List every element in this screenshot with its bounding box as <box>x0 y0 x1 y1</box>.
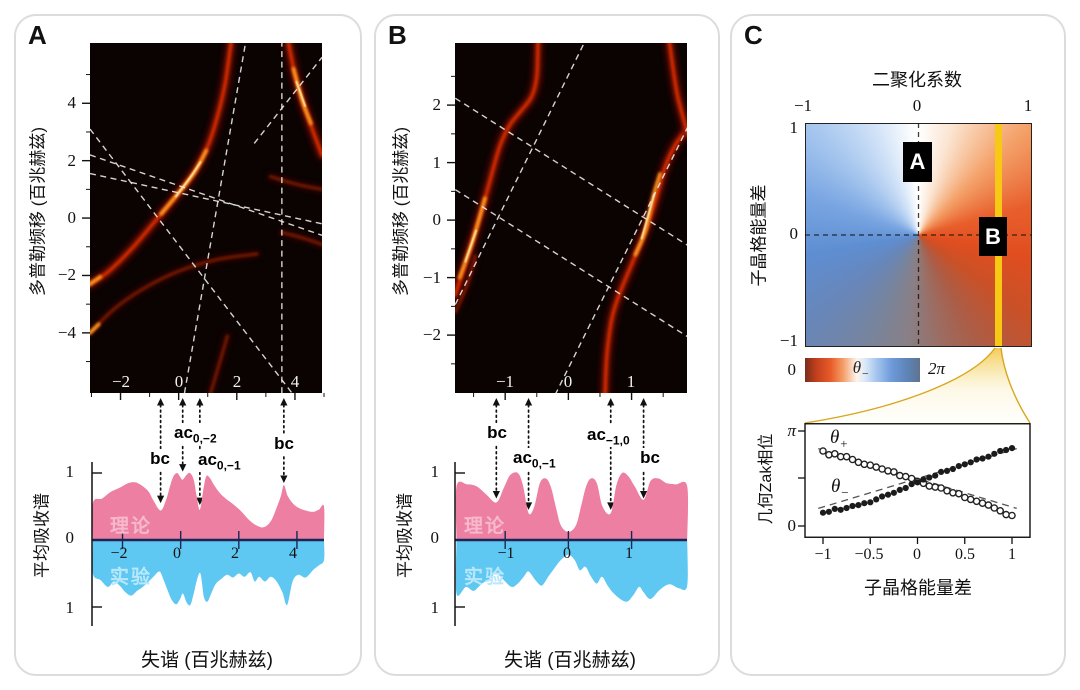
annotation-ac-10: ac−1,0 <box>585 425 632 448</box>
annotation-bc: bc <box>266 434 302 457</box>
spectrum-b-xtick: 0 <box>563 545 571 562</box>
heatmap-b-ytick: 2 <box>432 95 442 114</box>
spectrum-b-ytick: 1 <box>430 598 440 617</box>
scatter-ytick-pi: π <box>787 421 796 440</box>
phase-map-xtick: 1 <box>1023 96 1033 115</box>
colorbar-symbol: θ− <box>841 358 881 381</box>
panel-c-label: C <box>744 20 763 50</box>
heatmap-b-ylabel: 多普勒频移 (百兆赫兹) <box>391 126 411 297</box>
marker-b: B <box>979 217 1007 256</box>
spectrum-b-xtick: −1 <box>497 545 515 562</box>
phase-map-ytick: −1 <box>779 331 798 350</box>
experiment-label-a: 实验 <box>109 567 152 588</box>
spectrum-b-xlabel: 失谐 (百兆赫兹) <box>504 650 636 671</box>
annotation-text: bc <box>150 449 170 468</box>
colorbar-max: 2π <box>928 359 946 378</box>
spectrum-a-ytick: 1 <box>65 462 75 481</box>
theta-symbol: θ <box>852 358 862 377</box>
scatter-xtick: 0 <box>913 546 921 563</box>
theta-sub: − <box>840 484 850 500</box>
heatmap-a-ytick: −4 <box>57 323 76 342</box>
annotation-sub: −1,0 <box>605 433 630 448</box>
heatmap-a-ytick: −2 <box>57 265 76 284</box>
annotation-bc: bc <box>142 449 178 472</box>
annotation-sub: 0,−2 <box>192 431 217 446</box>
annotation-text: ac <box>174 423 193 442</box>
annotation-ac0-1: ac0,−1 <box>511 448 558 471</box>
annotation-text: bc <box>274 434 294 453</box>
spectrum-a-ytick: 0 <box>65 528 75 547</box>
doppler-heatmap-a <box>82 43 325 400</box>
annotation-text: ac <box>513 448 532 467</box>
theta-sub: − <box>861 366 870 381</box>
heatmap-b-xtick: −1 <box>495 372 515 391</box>
phase-map-xtick: −1 <box>793 96 813 115</box>
phase-colorbar <box>805 358 920 382</box>
scatter-xtick: 1 <box>1008 546 1016 563</box>
heatmap-b-xtick: 1 <box>626 372 636 391</box>
spectrum-a-xtick: 4 <box>289 545 297 562</box>
panel-a-label: A <box>28 20 47 50</box>
zoom-funnel <box>804 347 1031 424</box>
phase-map-xtick: 0 <box>912 96 922 115</box>
scatter-xtick: −0.5 <box>854 546 884 563</box>
heatmap-b-ytick: 0 <box>432 210 442 229</box>
theta-symbol: θ <box>831 476 841 497</box>
colorbar-min: 0 <box>787 360 797 379</box>
annotation-ac0-2: ac0,−2 <box>172 423 219 446</box>
heatmap-a-ytick: 0 <box>67 208 77 227</box>
marker-a: A <box>903 142 932 182</box>
heatmap-a-ytick: 2 <box>67 151 77 170</box>
spectrum-a-xtick: 0 <box>173 545 181 562</box>
zak-phase-scatter <box>798 423 1031 544</box>
phase-map-ytick: 1 <box>789 118 799 137</box>
theta-sub: + <box>839 435 849 451</box>
heatmap-b-ytick: −2 <box>422 325 441 344</box>
annotation-text: ac <box>587 425 606 444</box>
annotation-bc: bc <box>479 423 515 446</box>
spectrum-a-xlabel: 失谐 (百兆赫兹) <box>141 650 273 671</box>
annotation-ac0-1: ac0,−1 <box>196 450 243 473</box>
phase-map-ytick: 0 <box>789 224 799 243</box>
spectrum-a-ytick: 1 <box>65 598 75 617</box>
heatmap-a-xtick: 4 <box>290 372 300 391</box>
annotation-bc: bc <box>632 448 668 471</box>
spectrum-a-xtick: 2 <box>231 545 239 562</box>
scatter-xtick: −1 <box>814 546 832 563</box>
heatmap-b-ytick: −1 <box>422 268 441 287</box>
experiment-label-b: 实验 <box>463 567 506 588</box>
doppler-heatmap-b <box>447 43 687 400</box>
theory-label-b: 理论 <box>463 516 506 537</box>
heatmap-a-xtick: −2 <box>111 372 131 391</box>
heatmap-b-xtick: 0 <box>563 372 573 391</box>
annotation-text: ac <box>198 450 217 469</box>
theta-symbol: θ <box>830 427 840 448</box>
heatmap-a-xtick: 2 <box>232 372 242 391</box>
absorption-spectrum-b <box>454 462 689 626</box>
annotation-sub: 0,−1 <box>531 456 556 471</box>
spectrum-a-xtick: −2 <box>110 545 128 562</box>
heatmap-a-ytick: 4 <box>67 93 77 112</box>
annotation-text: bc <box>640 448 660 467</box>
annotation-sub: 0,−1 <box>216 458 241 473</box>
scatter-xlabel: 子晶格能量差 <box>864 578 972 598</box>
scatter-xtick: 0.5 <box>955 546 975 563</box>
phase-map-title: 二聚化系数 <box>872 70 962 90</box>
annotation-text: bc <box>487 423 507 442</box>
heatmap-b-ytick: 1 <box>432 153 442 172</box>
heatmap-a-xtick: 0 <box>174 372 184 391</box>
spectrum-b-xtick: 1 <box>625 545 633 562</box>
theory-label-a: 理论 <box>109 516 152 537</box>
scatter-ylabel: 几何Zak相位 <box>758 433 775 525</box>
spectrum-b-ytick: 1 <box>430 462 440 481</box>
theta-plus-label: θ+ <box>830 427 848 452</box>
spectrum-b-ytick: 0 <box>430 528 440 547</box>
theta-minus-label: θ− <box>831 476 849 501</box>
panel-b-label: B <box>388 20 407 50</box>
absorption-spectrum-a <box>91 462 325 626</box>
scatter-ytick-0: 0 <box>787 516 797 535</box>
